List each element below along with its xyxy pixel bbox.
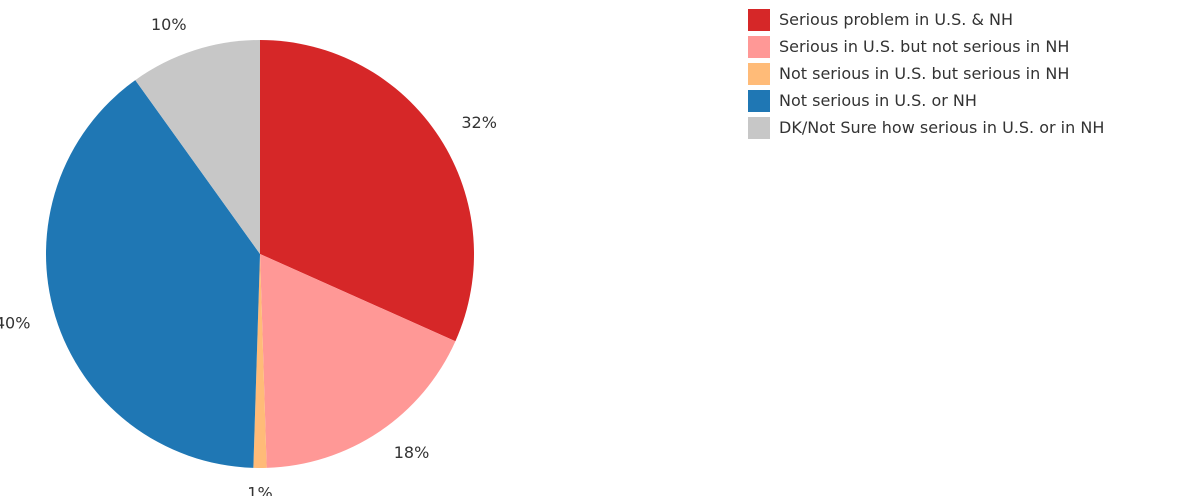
legend-item[interactable]: DK/Not Sure how serious in U.S. or in NH bbox=[748, 116, 1104, 139]
legend-item[interactable]: Serious in U.S. but not serious in NH bbox=[748, 35, 1104, 58]
legend-item[interactable]: Serious problem in U.S. & NH bbox=[748, 8, 1104, 31]
legend-item[interactable]: Not serious in U.S. or NH bbox=[748, 89, 1104, 112]
pie-slice[interactable] bbox=[253, 254, 267, 469]
pie-slice[interactable] bbox=[260, 40, 475, 342]
slice-value-label: 32% bbox=[461, 113, 497, 132]
pie-slice[interactable] bbox=[135, 40, 260, 254]
pie-data-labels: 32% 18% 1% 40% 10% bbox=[0, 15, 497, 496]
slice-value-label: 1% bbox=[247, 484, 272, 496]
slice-value-label: 18% bbox=[394, 443, 430, 462]
legend-swatch bbox=[748, 62, 770, 85]
legend-label: Serious in U.S. but not serious in NH bbox=[779, 37, 1070, 56]
legend-swatch bbox=[748, 116, 770, 139]
pie-slice[interactable] bbox=[260, 254, 456, 468]
legend-item[interactable]: Not serious in U.S. but serious in NH bbox=[748, 62, 1104, 85]
legend: Serious problem in U.S. & NH Serious in … bbox=[748, 8, 1104, 143]
slice-value-label: 40% bbox=[0, 313, 30, 332]
pie-slice[interactable] bbox=[46, 80, 261, 468]
slice-value-label: 10% bbox=[151, 15, 187, 34]
legend-label: Not serious in U.S. but serious in NH bbox=[779, 64, 1070, 83]
pie-slices bbox=[46, 40, 475, 469]
legend-label: Not serious in U.S. or NH bbox=[779, 91, 977, 110]
pie-chart: 32% 18% 1% 40% 10% bbox=[0, 15, 497, 496]
legend-swatch bbox=[748, 89, 770, 112]
legend-swatch bbox=[748, 8, 770, 31]
legend-swatch bbox=[748, 35, 770, 58]
legend-label: DK/Not Sure how serious in U.S. or in NH bbox=[779, 118, 1105, 137]
legend-label: Serious problem in U.S. & NH bbox=[779, 10, 1014, 29]
